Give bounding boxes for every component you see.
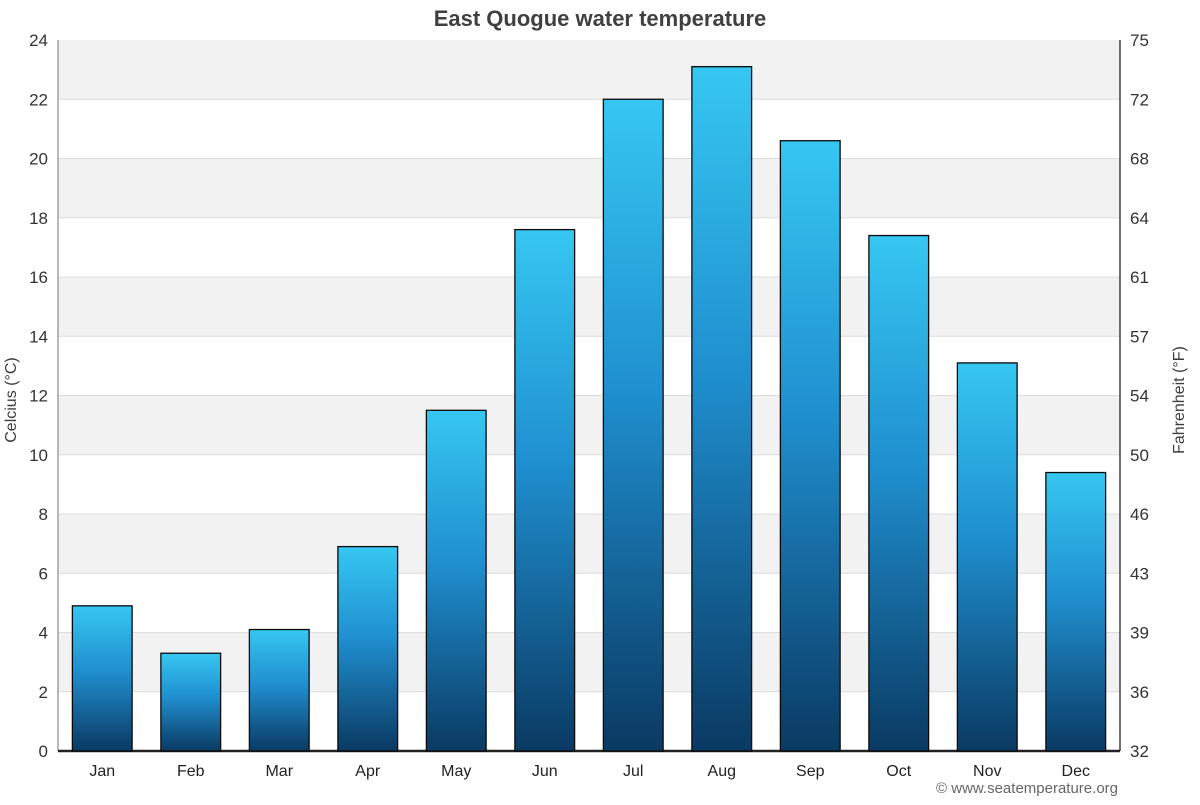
svg-text:4: 4 [39,624,48,643]
svg-text:Fahrenheit (°F): Fahrenheit (°F) [1171,346,1188,454]
svg-text:12: 12 [29,387,48,406]
svg-text:Feb: Feb [177,763,205,780]
svg-text:May: May [441,763,471,780]
svg-text:22: 22 [29,90,48,109]
svg-text:Oct: Oct [886,763,911,780]
svg-text:8: 8 [39,505,48,524]
svg-text:68: 68 [1130,150,1149,169]
svg-text:Nov: Nov [973,763,1001,780]
svg-text:6: 6 [39,564,48,583]
svg-text:43: 43 [1130,564,1149,583]
svg-text:24: 24 [29,31,48,50]
svg-text:57: 57 [1130,327,1149,346]
svg-text:16: 16 [29,268,48,287]
svg-text:20: 20 [29,150,48,169]
svg-text:Sep: Sep [796,763,825,780]
svg-text:32: 32 [1130,742,1149,761]
svg-text:Mar: Mar [265,763,293,780]
svg-text:39: 39 [1130,624,1149,643]
svg-text:10: 10 [29,446,48,465]
svg-text:72: 72 [1130,90,1149,109]
svg-text:0: 0 [39,742,48,761]
svg-text:54: 54 [1130,387,1149,406]
svg-text:64: 64 [1130,209,1149,228]
svg-text:50: 50 [1130,446,1149,465]
svg-text:Aug: Aug [708,763,736,780]
svg-text:18: 18 [29,209,48,228]
svg-text:2: 2 [39,683,48,702]
svg-text:75: 75 [1130,31,1149,50]
svg-text:Dec: Dec [1062,763,1090,780]
svg-text:Jan: Jan [89,763,115,780]
svg-text:Jun: Jun [532,763,558,780]
svg-text:14: 14 [29,327,48,346]
svg-text:36: 36 [1130,683,1149,702]
svg-text:61: 61 [1130,268,1149,287]
svg-text:46: 46 [1130,505,1149,524]
svg-text:Apr: Apr [355,763,381,780]
svg-text:Jul: Jul [623,763,643,780]
svg-text:Celcius (°C): Celcius (°C) [3,357,20,443]
